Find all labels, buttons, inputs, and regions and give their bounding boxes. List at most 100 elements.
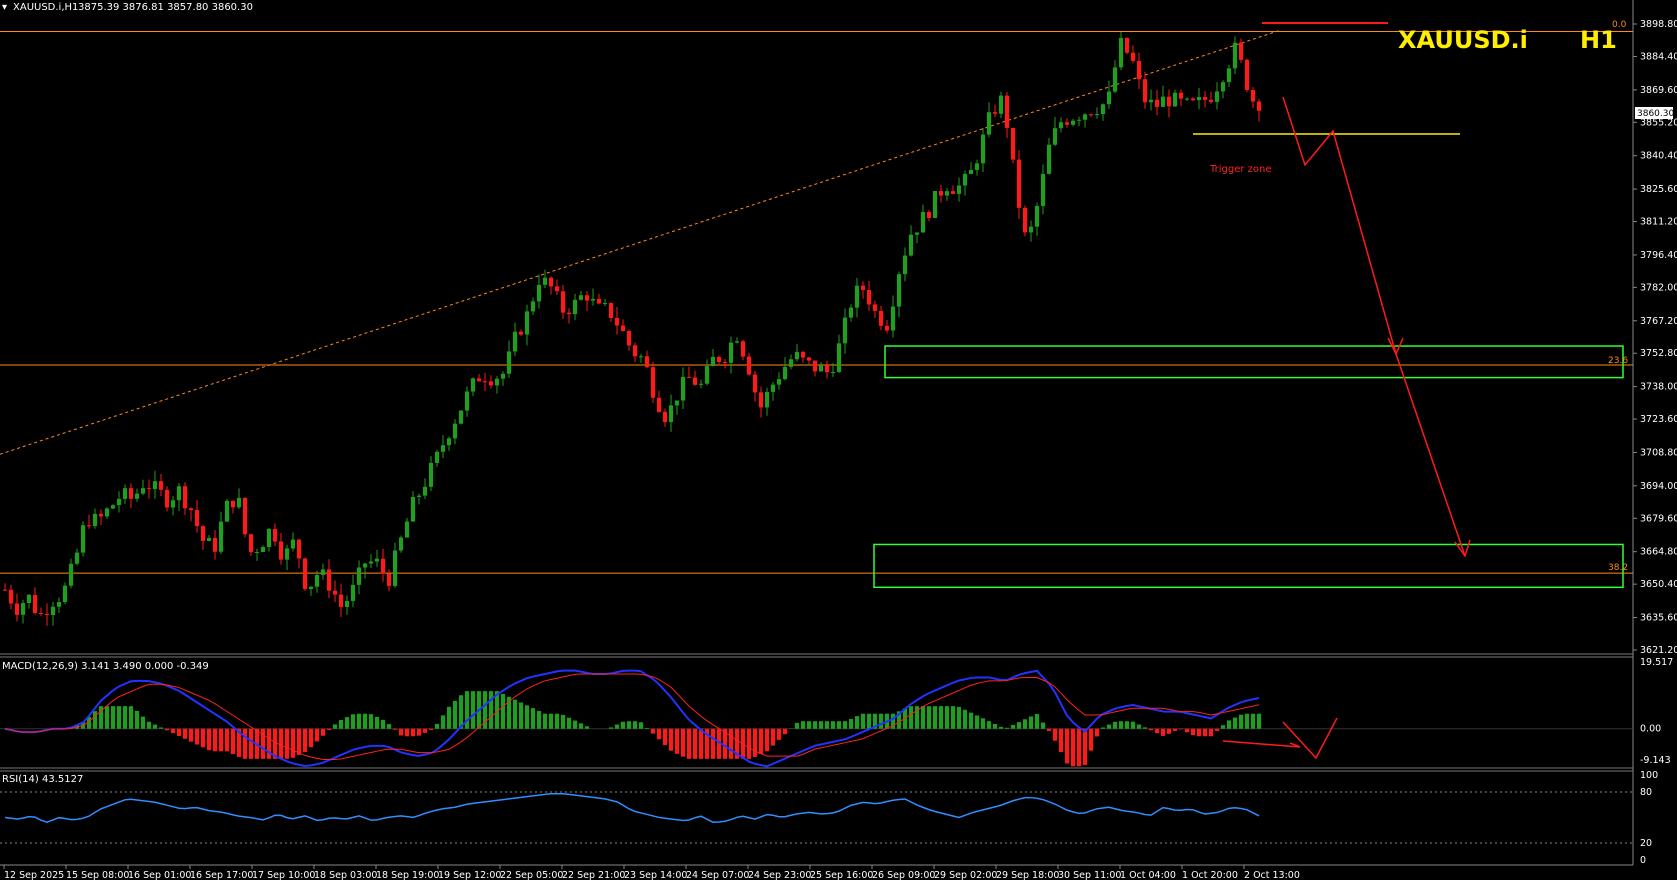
candle-body — [140, 488, 146, 494]
time-tick-label: 15 Sep 08:00 — [66, 870, 129, 880]
rsi-line — [4, 792, 1260, 823]
candle-body — [14, 603, 20, 615]
candle-body — [938, 190, 944, 196]
candle-body — [1028, 226, 1034, 233]
candle-body — [530, 301, 536, 312]
candle-body — [44, 613, 50, 615]
candle-body — [320, 569, 326, 575]
candle-body — [1088, 114, 1094, 116]
price-tick-label: 3898.80 — [1640, 19, 1677, 30]
target-zone-2 — [873, 543, 1624, 589]
candle-body — [626, 330, 632, 346]
candle-body — [494, 378, 500, 386]
candle-body — [950, 191, 956, 194]
candle-body — [392, 550, 398, 587]
time-tick-label: 16 Sep 01:00 — [128, 870, 191, 880]
rsi-tick-label: 20 — [1640, 838, 1652, 849]
candle-body — [110, 505, 116, 509]
candle-body — [758, 392, 764, 408]
candle-body — [1010, 127, 1016, 160]
candle-body — [1238, 42, 1244, 60]
candle-body — [260, 547, 266, 553]
price-tick-label: 3767.20 — [1640, 316, 1677, 327]
candle-body — [116, 498, 122, 506]
candle-body — [800, 351, 806, 358]
candle-body — [272, 528, 278, 542]
candle-body — [182, 486, 188, 509]
candle-body — [944, 191, 950, 196]
trigger-zone-label: Trigger zone — [1209, 164, 1272, 175]
candle-body — [1082, 114, 1088, 120]
candle-body — [1040, 173, 1046, 206]
candle-body — [866, 289, 872, 305]
fib-236-label: 23.6 — [1608, 356, 1628, 366]
current-price-label: 3860.30 — [1637, 109, 1674, 119]
candle-body — [56, 602, 62, 607]
resistance-zone-1 — [884, 345, 1624, 379]
candle-body — [290, 539, 296, 549]
macd-panel[interactable] — [0, 669, 1633, 768]
candle-body — [164, 489, 170, 508]
time-tick-label: 18 Sep 03:00 — [314, 870, 377, 880]
macd-main-line — [4, 669, 1260, 768]
candle-body — [134, 493, 140, 499]
candle-body — [1124, 38, 1130, 53]
candle-body — [554, 286, 560, 292]
candle-body — [434, 451, 440, 463]
candle-body — [986, 112, 992, 135]
candle-body — [326, 569, 332, 591]
candle-body — [566, 312, 572, 315]
candle-body — [1016, 159, 1022, 208]
candle-body — [668, 405, 674, 423]
candle-body — [872, 304, 878, 311]
candle-body — [362, 563, 368, 568]
candle-body — [632, 345, 638, 357]
candle-body — [296, 539, 302, 559]
candle-body — [860, 285, 866, 290]
candle-body — [422, 486, 428, 496]
candle-body — [482, 381, 488, 383]
candle-body — [716, 356, 722, 362]
candle-body — [1052, 128, 1058, 145]
candle-body — [344, 600, 350, 607]
rsi-label: RSI(14) 43.5127 — [2, 774, 83, 785]
candle-body — [374, 558, 380, 562]
candle-body — [560, 291, 566, 313]
candle-body — [1166, 96, 1172, 107]
candle-body — [356, 567, 362, 585]
candle-body — [1034, 205, 1040, 227]
price-panel[interactable] — [0, 22, 1633, 626]
candle-body — [1130, 52, 1136, 61]
price-tick-label: 3752.80 — [1640, 348, 1677, 359]
header-symbol: XAUUSD.i,H1 — [13, 2, 78, 13]
macd-tick-label: 19.517 — [1640, 657, 1673, 668]
time-tick-label: 19 Sep 12:00 — [438, 870, 501, 880]
rsi-panel[interactable] — [0, 791, 1633, 844]
candle-body — [836, 343, 842, 372]
candle-body — [200, 526, 206, 541]
time-tick-label: 29 Sep 02:00 — [934, 870, 997, 880]
candle-body — [1184, 98, 1190, 100]
candle-body — [956, 185, 962, 194]
header-menu-icon[interactable]: ▾ — [2, 2, 7, 13]
candle-body — [842, 317, 848, 344]
candle-body — [266, 528, 272, 548]
candle-body — [338, 594, 344, 607]
candle-body — [914, 232, 920, 235]
projection-arrow — [1282, 96, 1466, 557]
candle-body — [176, 486, 182, 501]
time-tick-label: 1 Oct 04:00 — [1120, 870, 1176, 880]
candle-body — [824, 365, 830, 373]
candle-body — [698, 383, 704, 385]
price-tick-label: 3664.80 — [1640, 547, 1677, 558]
time-tick-label: 30 Sep 11:00 — [1058, 870, 1121, 880]
candle-body — [518, 331, 524, 335]
candle-body — [500, 373, 506, 379]
price-tick-label: 3884.40 — [1640, 51, 1677, 62]
candle-body — [920, 211, 926, 233]
price-tick-label: 3825.60 — [1640, 184, 1677, 195]
price-tick-label: 3738.00 — [1640, 382, 1677, 393]
time-tick-label: 24 Sep 07:00 — [686, 870, 749, 880]
candle-body — [608, 302, 614, 319]
candle-body — [74, 552, 80, 564]
